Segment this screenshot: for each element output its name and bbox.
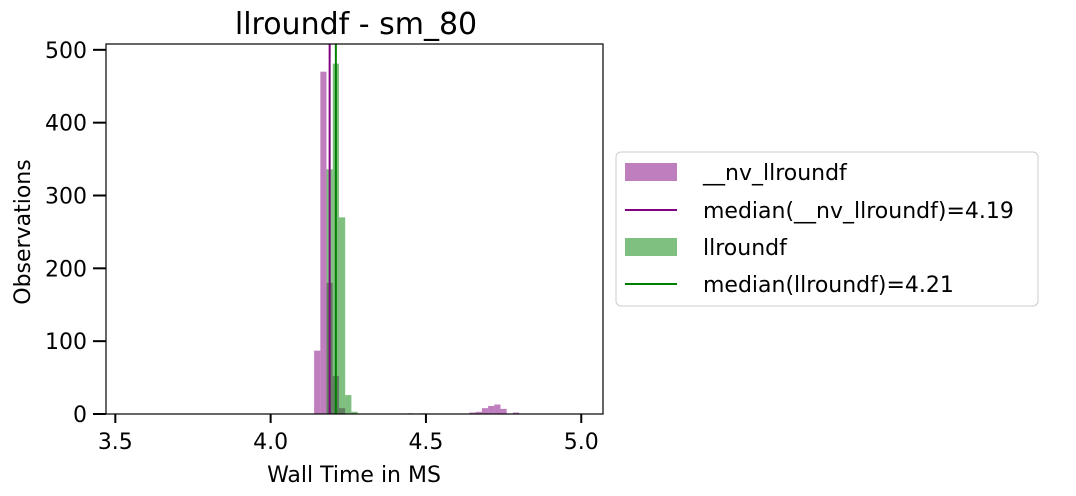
legend: __nv_llroundf median(__nv_llroundf)=4.19l… — [615, 151, 1039, 307]
chart-title: llroundf - sm_80 — [235, 7, 477, 42]
bar-series-0-bin-8 — [475, 411, 482, 414]
bar-series-0-bin-13 — [512, 412, 520, 414]
y-tick-label: 200 — [45, 257, 87, 282]
bar-series-0-bin-10 — [488, 405, 495, 414]
y-axis-label: Observations — [11, 159, 36, 304]
legend-label: median(llroundf)=4.21 — [703, 273, 954, 298]
legend-label: llroundf — [703, 236, 788, 261]
y-tick-label: 0 — [73, 403, 87, 428]
y-tick-label: 500 — [45, 39, 87, 64]
x-axis: 3.5 4.0 4.5 5.0 — [98, 414, 599, 455]
bar-series-2-bin-2 — [338, 217, 346, 414]
plot-area — [314, 44, 520, 415]
legend-swatch-patch — [625, 238, 677, 256]
bar-series-2-bin-3 — [345, 395, 352, 414]
bar-series-0-bin-7 — [469, 412, 476, 414]
axes-frame — [105, 43, 604, 415]
bar-series-0-bin-9 — [481, 408, 489, 414]
legend-swatch-patch — [625, 163, 677, 181]
x-tick-label: 4.0 — [253, 430, 288, 455]
bar-series-2-bin-4 — [351, 411, 358, 414]
bar-series-0-bin-11 — [494, 404, 501, 414]
legend-label: __nv_llroundf — [702, 161, 848, 186]
bar-series-0-bin-12 — [500, 408, 507, 414]
x-axis-label: Wall Time in MS — [267, 463, 441, 488]
legend-label: median(__nv_llroundf)=4.19 — [703, 199, 1014, 224]
x-tick-label: 4.5 — [408, 430, 443, 455]
bar-series-0-bin-0 — [314, 350, 321, 414]
x-tick-label: 5.0 — [564, 430, 599, 455]
y-tick-label: 300 — [45, 184, 87, 209]
y-tick-label: 400 — [45, 112, 87, 137]
y-tick-label: 100 — [45, 330, 87, 355]
x-tick-label: 3.5 — [98, 430, 133, 455]
legend-box — [615, 151, 1039, 307]
bar-series-0-bin-1 — [320, 71, 327, 415]
y-axis: 0 100 200 300 400 500 — [45, 39, 106, 428]
